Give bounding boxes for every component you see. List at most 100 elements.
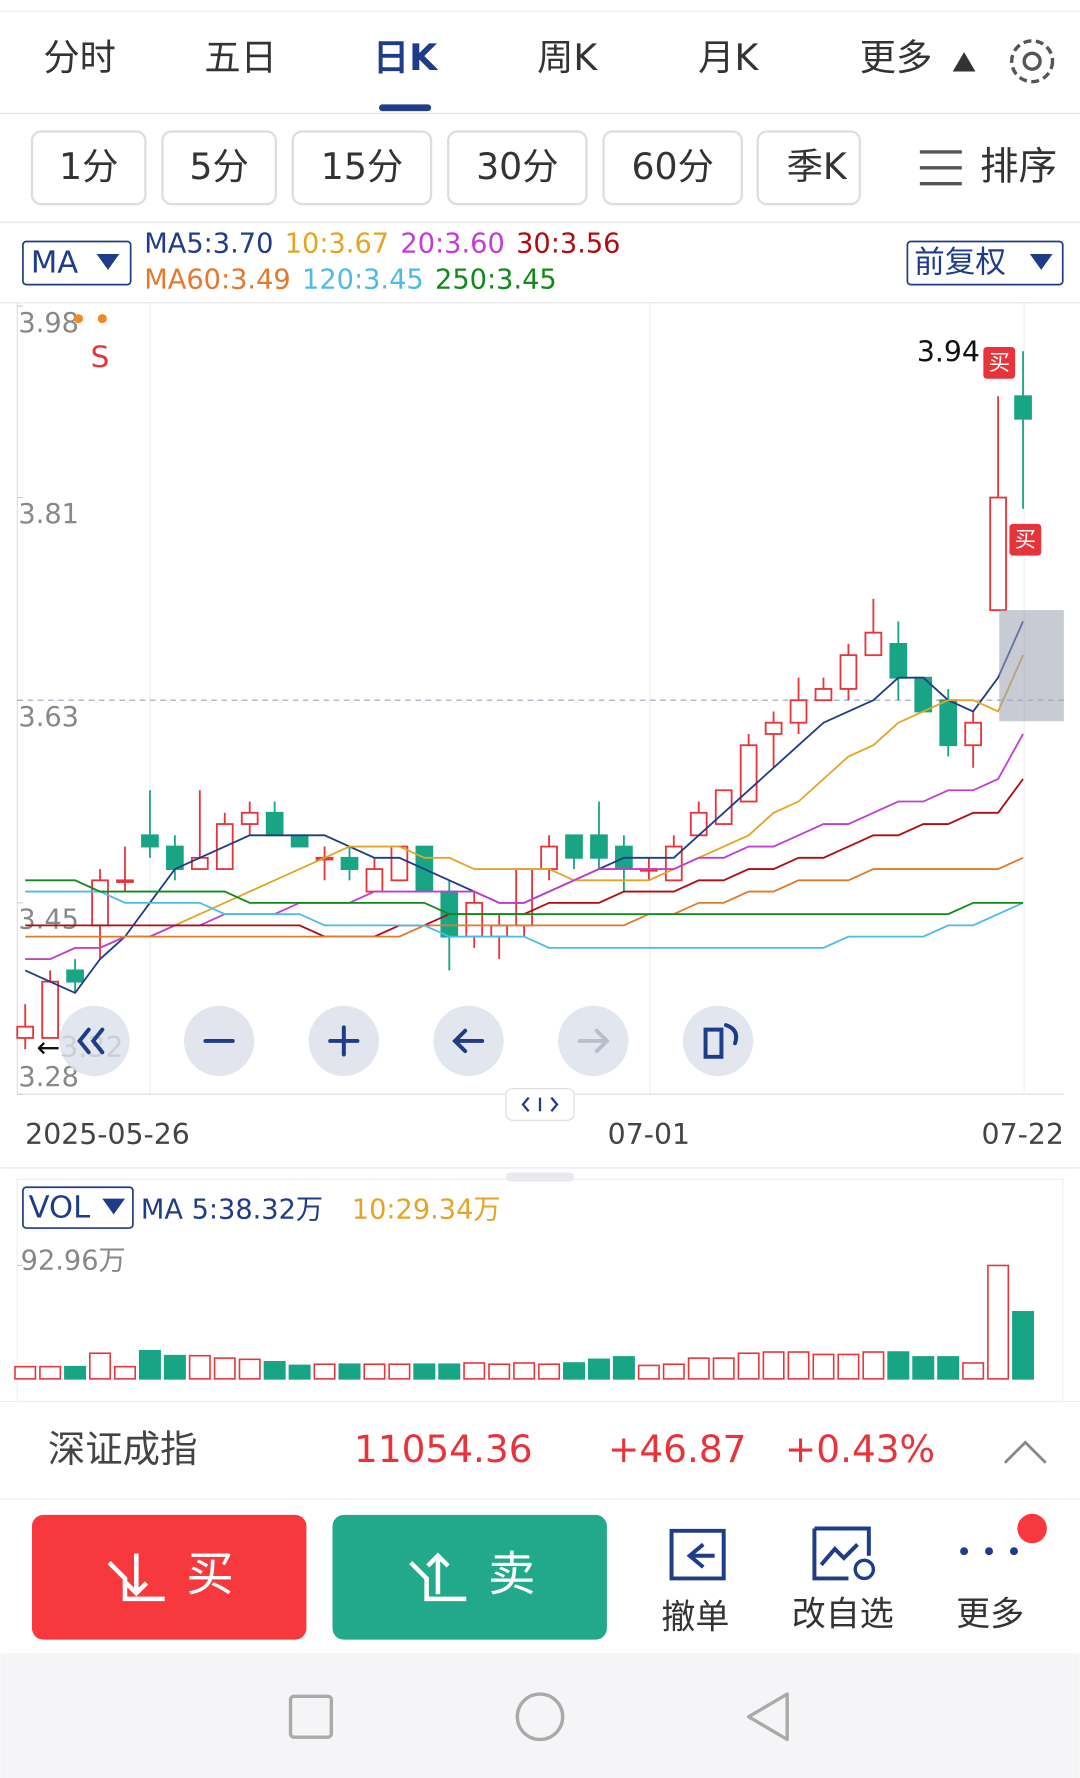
legend-entry: 120:3.45	[302, 265, 424, 296]
legend-entry: 20:3.60	[400, 228, 504, 259]
x-tick-label: 2025-05-26	[25, 1118, 190, 1151]
tab[interactable]: 周K	[537, 36, 598, 79]
buy-button[interactable]	[32, 1514, 307, 1640]
volume-bar	[662, 1363, 685, 1380]
more-dot	[960, 1547, 969, 1556]
sell-button[interactable]	[332, 1514, 607, 1640]
right-icon	[577, 1028, 610, 1054]
period-label: 60分	[631, 145, 713, 188]
expand-icon[interactable]	[1003, 1440, 1047, 1464]
more-label[interactable]: 更多	[956, 1594, 1024, 1634]
dropdown-icon	[952, 52, 976, 72]
legend-entry: 30:3.56	[516, 228, 620, 259]
tab[interactable]: 分时	[43, 36, 116, 79]
panel-handle[interactable]	[505, 1172, 575, 1182]
back-button[interactable]	[746, 1692, 789, 1742]
candle-body	[365, 868, 384, 893]
indicator-select[interactable]	[22, 240, 132, 286]
period-button[interactable]	[161, 130, 277, 206]
volume-bar	[787, 1351, 810, 1380]
legend-entry: 10:3.67	[285, 228, 389, 259]
y-tick-label: 3.28	[18, 1062, 79, 1093]
ma-line	[25, 654, 1024, 961]
volume-bar	[812, 1353, 835, 1380]
volume-bar	[89, 1352, 112, 1380]
volume-legend: 10:29.34万	[352, 1195, 501, 1226]
volume-bar	[687, 1357, 710, 1380]
period-button[interactable]	[602, 130, 743, 206]
watch-label[interactable]: 改自选	[792, 1594, 894, 1634]
tab[interactable]: 五日	[204, 36, 277, 79]
period-button[interactable]	[756, 130, 861, 206]
ma-line	[25, 879, 1024, 916]
volume-bar	[837, 1353, 860, 1380]
volume-bar	[513, 1362, 536, 1380]
cancel-label[interactable]: 撤单	[661, 1598, 729, 1638]
rotate-button[interactable]	[682, 1005, 754, 1077]
candle-body	[789, 699, 808, 724]
index-percent: +0.43%	[785, 1427, 935, 1471]
recent-button[interactable]	[288, 1694, 334, 1739]
candle-body	[964, 721, 983, 747]
drag-icon	[521, 1096, 559, 1112]
period-label: 15分	[321, 145, 403, 188]
volume-bar	[762, 1351, 785, 1380]
candle-body	[340, 856, 359, 870]
settings-icon[interactable]	[1010, 39, 1055, 84]
candle-body	[240, 811, 259, 825]
candle-body	[66, 969, 84, 983]
buy-badge	[983, 346, 1016, 379]
candle-body	[465, 901, 484, 938]
home-button[interactable]	[515, 1692, 565, 1742]
volume-bar	[488, 1363, 511, 1380]
volume-bar	[1012, 1310, 1035, 1380]
candle-body	[565, 834, 583, 859]
candle-body	[265, 811, 284, 837]
control-icons	[77, 1023, 739, 1059]
tab[interactable]: 更多	[860, 36, 933, 79]
candle-body	[141, 834, 159, 848]
sort-button[interactable]: 排序	[980, 144, 1057, 189]
volume-bar	[313, 1363, 336, 1380]
volume-bar	[912, 1356, 935, 1380]
volume-select[interactable]	[22, 1186, 134, 1229]
index-bar[interactable]	[0, 1401, 1080, 1500]
volume-bar	[962, 1362, 985, 1380]
volume-bar	[712, 1357, 735, 1380]
candle-plot: 3.983.813.633.453.283.94←3.32	[16, 305, 1064, 1095]
volume-bar	[587, 1358, 610, 1380]
legend: MA5:3.70 10:3.67 20:3.60 30:3.56 MA60:3.49 12…	[144, 228, 620, 295]
nav-bar	[0, 1653, 1080, 1778]
adjust-select[interactable]	[906, 240, 1064, 286]
volume-bar	[238, 1358, 261, 1380]
sort-icon	[919, 150, 962, 186]
candle-body	[540, 845, 558, 870]
tab-underline	[378, 104, 432, 112]
candle-body	[91, 879, 109, 927]
candle-body	[864, 631, 883, 657]
period-button[interactable]	[30, 130, 147, 206]
volume-bar	[288, 1364, 311, 1380]
tab[interactable]: 月K	[698, 36, 759, 79]
y-tick-label: 3.45	[18, 904, 79, 935]
volume-bar	[463, 1362, 486, 1380]
period-button[interactable]	[291, 130, 433, 206]
y-tick-label: 3.63	[18, 702, 79, 733]
tab-bar: 分时 五日 日K 周K 月K 更多	[0, 10, 1080, 114]
volume-bar	[188, 1354, 211, 1380]
date-axis: 2025-05-26 07-01 07-22	[25, 1118, 1064, 1151]
volume-bar	[388, 1363, 411, 1380]
candle-body	[390, 845, 409, 882]
candle-body	[939, 699, 958, 747]
period-label: 5分	[189, 145, 248, 188]
index-name: 深证成指	[48, 1427, 198, 1471]
signal-marks: S 买 买	[73, 314, 1064, 722]
period-button[interactable]	[447, 130, 588, 206]
candle-body	[515, 868, 533, 927]
volume-bar	[338, 1363, 361, 1380]
signal-dot	[97, 314, 107, 324]
tab-active[interactable]: 日K	[373, 36, 439, 79]
index-change: +46.87	[608, 1427, 746, 1471]
volume-bar	[14, 1365, 37, 1380]
